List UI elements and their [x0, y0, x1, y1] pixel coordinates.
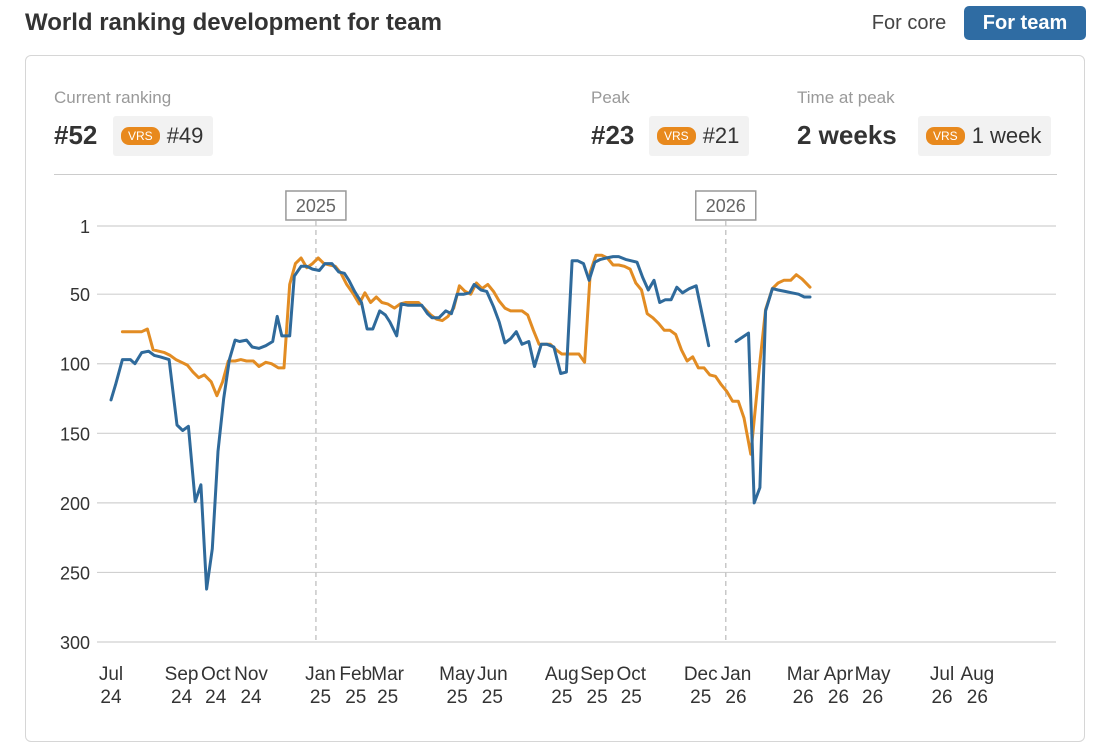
- for-core-toggle[interactable]: For core: [871, 12, 947, 34]
- peak-label: Peak: [591, 88, 630, 107]
- x-tick-label: Jul 26: [930, 664, 954, 708]
- x-tick-label: Oct 25: [616, 664, 646, 708]
- vrs-badge: VRS: [657, 127, 696, 145]
- peak-vrs-value: #21: [702, 123, 740, 148]
- team-series-line: [109, 255, 812, 591]
- vrs-badge: VRS: [926, 127, 965, 145]
- x-tick-label: Aug 25: [545, 664, 579, 708]
- x-tick-label: Jan 25: [305, 664, 336, 708]
- for-team-toggle[interactable]: For team: [964, 6, 1086, 40]
- peak-vrs-box: VRS #21: [649, 116, 750, 156]
- x-tick-label: Apr 26: [824, 664, 854, 708]
- year-marker-box: [285, 190, 347, 221]
- current-vrs-box: VRS #49: [113, 116, 214, 156]
- x-tick-label: Sep 25: [580, 664, 614, 708]
- x-tick-label: Feb 25: [339, 664, 372, 708]
- time-at-peak-vrs-box: VRS 1 week: [918, 116, 1052, 156]
- x-tick-label: Nov 24: [234, 664, 268, 708]
- x-tick-label: May 26: [855, 664, 891, 708]
- vrs-series-line: [120, 253, 812, 456]
- current-ranking-value: #52: [54, 120, 98, 150]
- year-marker-label: 2025: [296, 196, 336, 216]
- time-at-peak-vrs-value: 1 week: [971, 123, 1042, 148]
- x-tick-label: Sep 24: [165, 664, 199, 708]
- x-tick-label: Jul 24: [99, 664, 123, 708]
- x-tick-label: Aug 26: [960, 664, 994, 708]
- x-tick-label: Jan 26: [721, 664, 752, 708]
- time-at-peak-value: 2 weeks: [797, 120, 897, 150]
- page-title: World ranking development for team: [25, 9, 442, 36]
- y-tick-label: 1: [80, 217, 90, 237]
- x-tick-label: Oct 24: [201, 664, 231, 708]
- current-vrs-value: #49: [166, 123, 204, 148]
- y-tick-label: 200: [60, 494, 90, 514]
- current-ranking-label: Current ranking: [54, 88, 172, 107]
- peak-value: #23: [591, 120, 635, 150]
- y-tick-label: 100: [60, 355, 90, 375]
- x-tick-label: Dec 25: [684, 664, 718, 708]
- vrs-badge: VRS: [121, 127, 160, 145]
- y-tick-label: 50: [70, 285, 90, 305]
- year-marker-box: [695, 190, 757, 221]
- x-tick-label: Jun 25: [477, 664, 508, 708]
- x-tick-label: Mar 25: [371, 664, 404, 708]
- y-tick-label: 150: [60, 424, 90, 444]
- stats-divider: [54, 174, 1057, 175]
- x-tick-label: May 25: [439, 664, 475, 708]
- y-tick-label: 250: [60, 563, 90, 583]
- x-tick-label: Mar 26: [787, 664, 820, 708]
- time-at-peak-label: Time at peak: [797, 88, 895, 107]
- year-marker-label: 2026: [706, 196, 746, 216]
- y-tick-label: 300: [60, 633, 90, 653]
- ranking-card: [25, 55, 1085, 742]
